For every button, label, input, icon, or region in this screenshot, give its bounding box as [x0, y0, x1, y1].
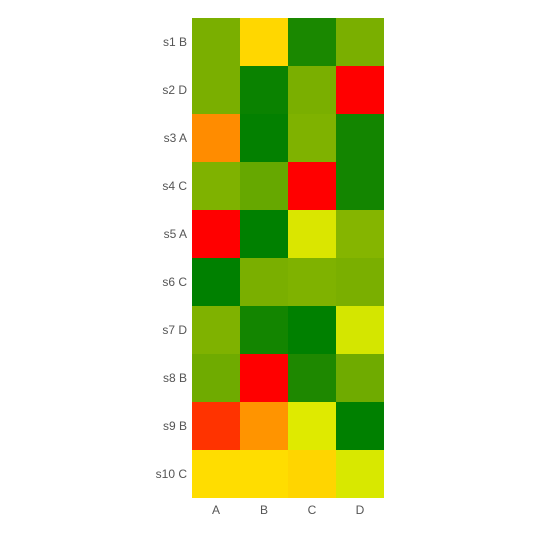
x-tick-label: A — [212, 503, 220, 517]
y-axis-tick-labels: s1 B s2 D s3 A s4 C s5 A s6 C s7 D s8 B s9 B s10 … — [156, 35, 188, 481]
heatmap-cell — [192, 402, 240, 450]
heatmap-cell — [336, 162, 384, 210]
heatmap-cell — [336, 258, 384, 306]
y-tick-label: s2 D — [162, 83, 187, 97]
heatmap-cell — [192, 18, 240, 66]
heatmap-cell — [288, 66, 336, 114]
heatmap-cell — [288, 210, 336, 258]
x-axis-tick-labels: A B C D — [212, 503, 365, 517]
heatmap-cell — [288, 306, 336, 354]
y-tick-label: s8 B — [163, 371, 187, 385]
heatmap-cell — [288, 162, 336, 210]
heatmap-cell — [240, 66, 288, 114]
heatmap-cell — [240, 306, 288, 354]
heatmap-cell — [336, 114, 384, 162]
heatmap-cell — [240, 450, 288, 498]
x-tick-label: C — [308, 503, 317, 517]
heatmap-cell — [240, 18, 288, 66]
heatmap-cell — [336, 306, 384, 354]
heatmap-cell — [240, 402, 288, 450]
heatmap-cell — [192, 450, 240, 498]
y-tick-label: s10 C — [156, 467, 188, 481]
heatmap-cell — [192, 306, 240, 354]
heatmap-cell — [192, 354, 240, 402]
heatmap-cell — [336, 66, 384, 114]
y-tick-label: s7 D — [162, 323, 187, 337]
heatmap-cells — [192, 18, 384, 498]
heatmap-cell — [240, 354, 288, 402]
heatmap-cell — [288, 402, 336, 450]
heatmap-cell — [192, 66, 240, 114]
heatmap-cell — [192, 258, 240, 306]
heatmap-cell — [336, 354, 384, 402]
heatmap-cell — [240, 162, 288, 210]
x-tick-label: B — [260, 503, 268, 517]
heatmap-cell — [240, 210, 288, 258]
heatmap-cell — [288, 18, 336, 66]
y-tick-label: s6 C — [162, 275, 187, 289]
y-tick-label: s5 A — [164, 227, 187, 241]
y-tick-label: s3 A — [164, 131, 187, 145]
heatmap-cell — [192, 162, 240, 210]
heatmap-cell — [288, 354, 336, 402]
heatmap-cell — [336, 18, 384, 66]
heatmap-cell — [240, 114, 288, 162]
y-tick-label: s1 B — [163, 35, 187, 49]
y-tick-label: s4 C — [162, 179, 187, 193]
heatmap-cell — [336, 210, 384, 258]
heatmap-cell — [336, 450, 384, 498]
heatmap-cell — [192, 210, 240, 258]
heatmap-cell — [288, 450, 336, 498]
heatmap-cell — [288, 258, 336, 306]
y-tick-label: s9 B — [163, 419, 187, 433]
heatmap-cell — [336, 402, 384, 450]
heatmap-cell — [288, 114, 336, 162]
heatmap-cell — [240, 258, 288, 306]
heatmap-cell — [192, 114, 240, 162]
x-tick-label: D — [356, 503, 365, 517]
